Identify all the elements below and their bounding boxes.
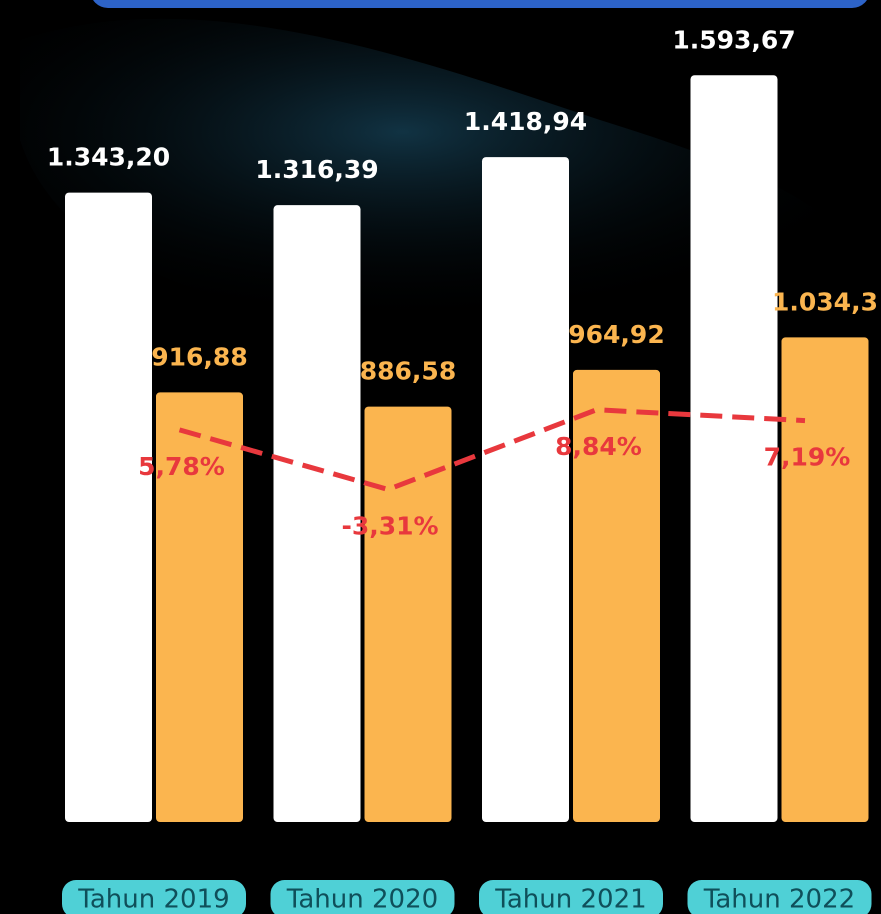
value-label: 1.316,39 [255, 155, 378, 184]
value-label: 7,19% [764, 443, 851, 472]
banner [90, 0, 870, 8]
bar [782, 337, 869, 822]
x-tick-label: Tahun 2021 [494, 885, 646, 914]
value-label: 1.343,20 [47, 143, 170, 172]
value-label: 1.034,3 [772, 287, 878, 316]
x-tick-label: Tahun 2022 [703, 885, 855, 914]
value-label: -3,31% [341, 511, 438, 540]
value-label: 886,58 [360, 357, 456, 386]
chart: 1.343,20 1.316,39 1.418,94 1.593,67 916,88 88… [0, 0, 881, 914]
value-label: 8,84% [555, 432, 642, 461]
bar [65, 193, 152, 822]
value-label: 916,88 [151, 342, 247, 371]
x-tick-label: Tahun 2020 [286, 885, 438, 914]
bar [482, 157, 569, 822]
x-tick-label: Tahun 2019 [77, 885, 229, 914]
value-label: 1.593,67 [672, 25, 795, 54]
value-label: 964,92 [568, 320, 664, 349]
value-label: 5,78% [138, 452, 225, 481]
value-label: 1.418,94 [464, 107, 587, 136]
